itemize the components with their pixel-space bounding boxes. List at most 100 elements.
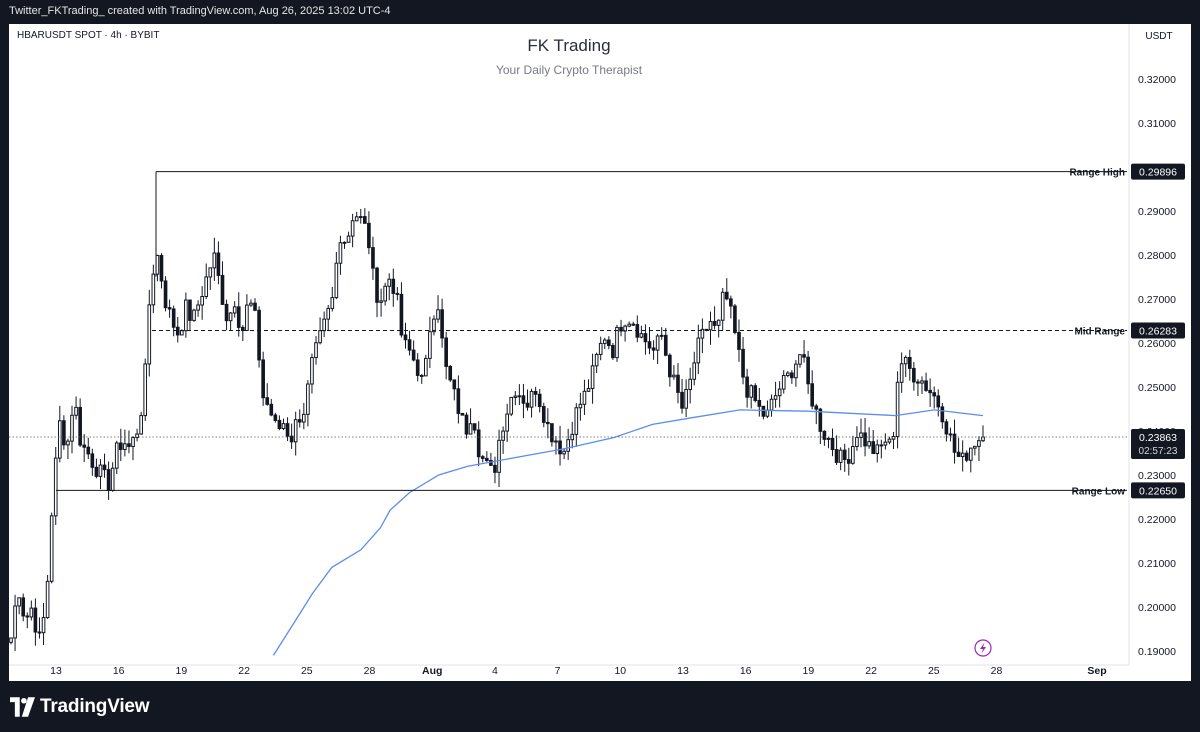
candle-body[interactable]: [66, 440, 70, 446]
candle-body[interactable]: [41, 617, 46, 634]
candle-body[interactable]: [342, 241, 347, 244]
candle-body[interactable]: [785, 372, 790, 377]
candle-body[interactable]: [253, 302, 257, 311]
candle-body[interactable]: [566, 439, 570, 452]
candle-body[interactable]: [293, 419, 298, 443]
candle-body[interactable]: [90, 453, 95, 468]
candle-body[interactable]: [493, 464, 497, 473]
candle-body[interactable]: [956, 451, 961, 458]
candle-body[interactable]: [131, 437, 135, 447]
candle-body[interactable]: [879, 444, 884, 447]
candle-body[interactable]: [135, 433, 139, 439]
candle-body[interactable]: [749, 385, 754, 398]
candle-body[interactable]: [489, 459, 493, 466]
candle-body[interactable]: [781, 375, 786, 390]
candle-body[interactable]: [383, 285, 387, 302]
candle-body[interactable]: [403, 334, 408, 341]
candle-body[interactable]: [944, 421, 949, 435]
candle-body[interactable]: [114, 442, 119, 469]
candle-body[interactable]: [818, 408, 823, 432]
currency-label[interactable]: USDT: [1145, 31, 1173, 42]
candle-body[interactable]: [663, 334, 668, 356]
candle-body[interactable]: [720, 291, 725, 321]
candle-body[interactable]: [74, 406, 78, 416]
candle-body[interactable]: [497, 439, 501, 473]
candle-body[interactable]: [688, 378, 693, 391]
candle-body[interactable]: [147, 304, 152, 365]
candle-body[interactable]: [659, 334, 664, 337]
candle-body[interactable]: [127, 443, 131, 447]
tradingview-brand[interactable]: TradingView: [10, 696, 150, 718]
candle-body[interactable]: [277, 419, 282, 430]
candle-body[interactable]: [891, 436, 896, 440]
candle-body[interactable]: [838, 449, 843, 463]
candle-body[interactable]: [480, 456, 485, 459]
candle-body[interactable]: [179, 330, 184, 336]
candle-body[interactable]: [627, 323, 631, 327]
candle-body[interactable]: [550, 423, 554, 443]
candle-body[interactable]: [712, 320, 717, 326]
candle-body[interactable]: [558, 440, 562, 455]
candle-body[interactable]: [440, 309, 444, 339]
candle-body[interactable]: [875, 444, 880, 455]
candle-body[interactable]: [29, 607, 34, 618]
candle-body[interactable]: [924, 380, 928, 391]
candle-body[interactable]: [842, 449, 847, 461]
candle-body[interactable]: [594, 353, 599, 367]
candle-body[interactable]: [798, 354, 802, 365]
candle-body[interactable]: [680, 391, 684, 409]
candle-body[interactable]: [367, 222, 371, 249]
candle-body[interactable]: [21, 597, 26, 617]
candle-body[interactable]: [501, 430, 505, 441]
candle-body[interactable]: [118, 442, 123, 450]
candle-body[interactable]: [224, 303, 229, 322]
candle-body[interactable]: [240, 326, 245, 332]
candle-body[interactable]: [159, 255, 164, 282]
candle-body[interactable]: [802, 354, 806, 358]
candle-body[interactable]: [395, 292, 400, 295]
candle-body[interactable]: [37, 631, 42, 634]
candle-body[interactable]: [350, 220, 355, 237]
candle-body[interactable]: [94, 466, 99, 477]
candle-body[interactable]: [192, 309, 196, 321]
candle-body[interactable]: [25, 615, 30, 618]
candle-body[interactable]: [834, 449, 839, 463]
candle-body[interactable]: [607, 339, 611, 346]
candle-body[interactable]: [672, 374, 676, 378]
candle-body[interactable]: [554, 440, 558, 443]
candle-body[interactable]: [200, 296, 204, 306]
candle-body[interactable]: [139, 415, 143, 435]
candle-body[interactable]: [464, 414, 469, 435]
candle-body[interactable]: [371, 247, 375, 269]
candle-body[interactable]: [167, 307, 172, 310]
candle-body[interactable]: [729, 298, 733, 307]
candle-body[interactable]: [899, 363, 904, 383]
candle-body[interactable]: [208, 267, 213, 278]
candle-body[interactable]: [387, 278, 392, 287]
candle-body[interactable]: [432, 318, 436, 333]
candle-body[interactable]: [265, 397, 270, 405]
candle-body[interactable]: [9, 637, 13, 643]
candle-body[interactable]: [363, 216, 367, 224]
candle-body[interactable]: [907, 356, 912, 369]
candle-body[interactable]: [448, 365, 453, 381]
candle-body[interactable]: [334, 262, 339, 299]
candle-body[interactable]: [647, 341, 652, 349]
candle-body[interactable]: [871, 441, 876, 455]
candle-body[interactable]: [318, 330, 322, 344]
candle-body[interactable]: [346, 235, 351, 243]
candle-body[interactable]: [521, 395, 526, 404]
candle-body[interactable]: [257, 309, 261, 361]
candle-body[interactable]: [468, 423, 473, 435]
candle-body[interactable]: [960, 452, 965, 458]
candle-body[interactable]: [204, 276, 209, 298]
candle-body[interactable]: [78, 406, 82, 446]
candle-body[interactable]: [228, 312, 233, 322]
candle-body[interactable]: [724, 291, 729, 300]
candle-body[interactable]: [733, 305, 737, 334]
candle-body[interactable]: [753, 385, 758, 401]
candle-body[interactable]: [859, 432, 863, 438]
candle-body[interactable]: [196, 304, 200, 311]
candle-body[interactable]: [216, 252, 221, 276]
candle-body[interactable]: [123, 443, 127, 450]
